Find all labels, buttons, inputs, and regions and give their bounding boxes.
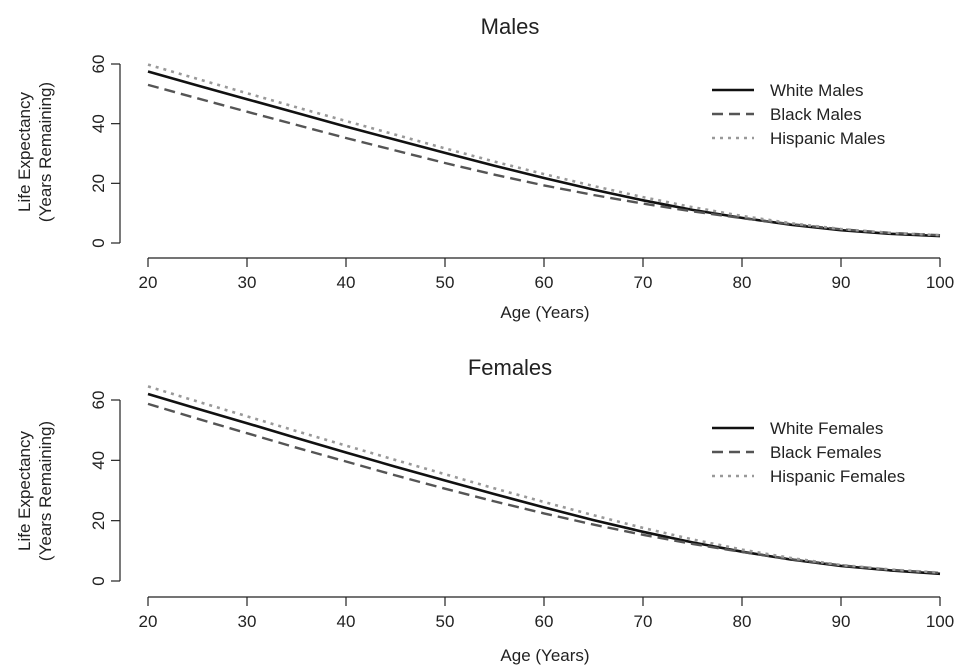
females-x-tick-label: 100: [926, 612, 954, 631]
females-y-tick-label: 40: [89, 451, 108, 470]
males-x-tick-label: 70: [634, 273, 653, 292]
females-series-line-dashed: [147, 402, 941, 575]
females-x-tick-label: 50: [436, 612, 455, 631]
males-y-tick-label: 40: [89, 114, 108, 133]
females-y-axis-title-line-2: (Years Remaining): [36, 421, 55, 561]
males-x-tick-label: 80: [733, 273, 752, 292]
males-chart-title: Males: [481, 14, 540, 39]
females-x-tick-label: 20: [139, 612, 158, 631]
females-x-tick-label: 60: [535, 612, 554, 631]
females-x-tick-label: 90: [832, 612, 851, 631]
females-panel: Females Life Expectancy (Years Remaining…: [15, 355, 954, 665]
males-series-line-dotted: [147, 63, 941, 237]
females-legend-label: Black Females: [770, 443, 881, 462]
females-x-tick-label: 70: [634, 612, 653, 631]
females-series-line-dotted: [147, 385, 941, 574]
males-x-axis-title: Age (Years): [500, 303, 589, 322]
males-x-tick-label: 30: [238, 273, 257, 292]
males-y-tick-label: 0: [89, 238, 108, 247]
females-y-tick-label: 60: [89, 391, 108, 410]
males-y-tick-label: 20: [89, 174, 108, 193]
females-chart-title: Females: [468, 355, 552, 380]
males-series-line-solid: [147, 70, 941, 238]
females-legend-label: White Females: [770, 419, 883, 438]
females-x-axis-title: Age (Years): [500, 646, 589, 665]
males-y-tick-label: 60: [89, 55, 108, 74]
males-x-tick-label: 50: [436, 273, 455, 292]
males-legend-label: White Males: [770, 81, 864, 100]
males-series-line-dashed: [147, 83, 941, 237]
males-x-tick-label: 100: [926, 273, 954, 292]
females-y-tick-label: 0: [89, 576, 108, 585]
females-legend-label: Hispanic Females: [770, 467, 905, 486]
males-x-tick-label: 90: [832, 273, 851, 292]
males-x-tick-label: 20: [139, 273, 158, 292]
females-y-axis-title-line-1: Life Expectancy: [15, 430, 34, 551]
males-legend-label: Hispanic Males: [770, 129, 885, 148]
males-x-tick-label: 60: [535, 273, 554, 292]
males-x-tick-label: 40: [337, 273, 356, 292]
males-y-axis-title-line-1: Life Expectancy: [15, 91, 34, 212]
females-x-tick-label: 30: [238, 612, 257, 631]
females-x-tick-label: 40: [337, 612, 356, 631]
males-y-axis-title-line-2: (Years Remaining): [36, 82, 55, 222]
females-y-tick-label: 20: [89, 511, 108, 530]
females-x-tick-label: 80: [733, 612, 752, 631]
males-panel: Males Life Expectancy (Years Remaining) …: [15, 14, 954, 322]
females-series-line-solid: [147, 392, 941, 576]
males-legend-label: Black Males: [770, 105, 862, 124]
